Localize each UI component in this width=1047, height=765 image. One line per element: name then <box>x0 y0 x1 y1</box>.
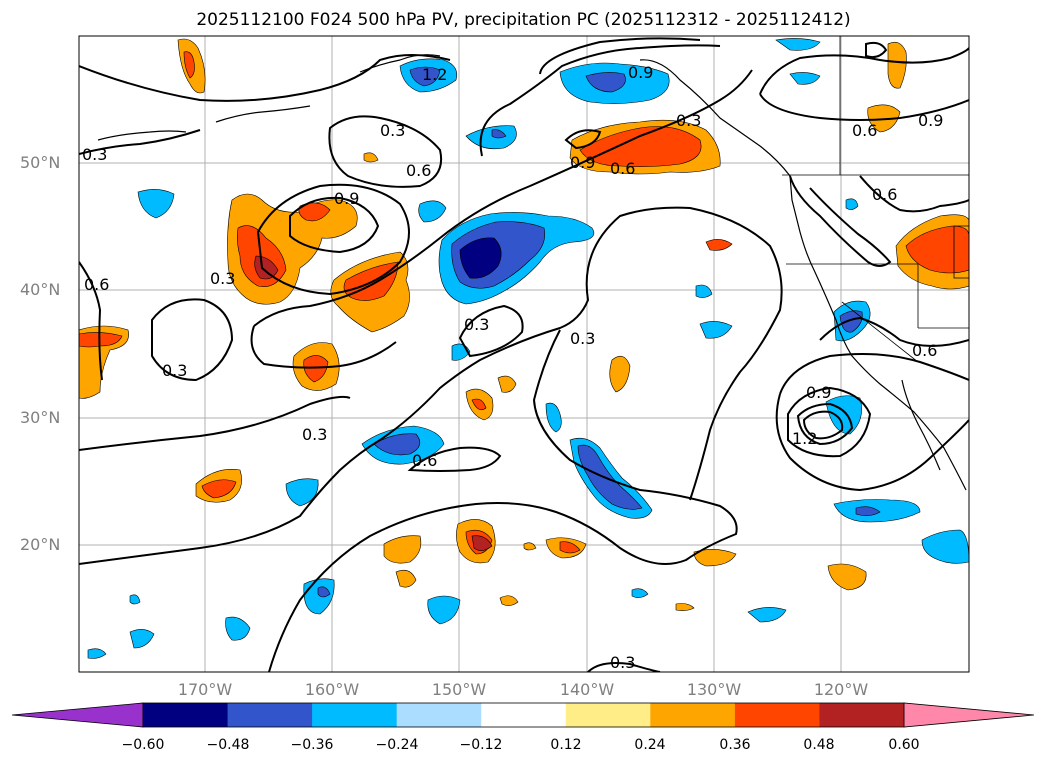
colorbar-cell <box>227 703 313 727</box>
colorbar-cell <box>819 703 905 727</box>
contour-label: 0.6 <box>84 275 109 294</box>
map-title: 2025112100 F024 500 hPa PV, precipitatio… <box>196 10 851 30</box>
contour-label: 0.6 <box>412 451 437 470</box>
contour-label: 0.3 <box>210 269 235 288</box>
colorbar-tick: −0.24 <box>375 737 419 753</box>
contour-label: 0.9 <box>918 111 943 130</box>
contour-label: 0.3 <box>610 653 635 672</box>
contour-label: 0.3 <box>464 315 489 334</box>
contour-label: 0.3 <box>302 425 327 444</box>
map-frame <box>78 35 970 673</box>
colorbar-tick: 0.24 <box>634 737 666 753</box>
lon-label-150w: 150°W <box>431 680 487 699</box>
lat-label-40n: 40°N <box>20 280 61 299</box>
contour-label: 0.6 <box>872 185 897 204</box>
colorbar-cell <box>396 703 482 727</box>
contour-label: 0.6 <box>406 161 431 180</box>
contour-label: 0.6 <box>852 121 877 140</box>
colorbar-tick: 0.60 <box>888 737 920 753</box>
lat-label-20n: 20°N <box>20 535 61 554</box>
colorbar-cell <box>565 703 651 727</box>
contour-label: 0.3 <box>676 111 701 130</box>
contour-label: 1.2 <box>792 429 817 448</box>
pv-contours <box>79 37 969 672</box>
precip-positive <box>79 38 969 611</box>
contour-label: 0.9 <box>628 63 653 82</box>
contour-label: 0.9 <box>806 383 831 402</box>
lon-label-130w: 130°W <box>686 680 742 699</box>
contour-label: 0.6 <box>912 341 937 360</box>
map-area: 0.3 0.3 0.6 0.9 1.2 0.3 0.6 0.3 0.3 0.3 … <box>79 36 969 672</box>
contour-labels: 0.3 0.3 0.6 0.9 1.2 0.3 0.6 0.3 0.3 0.3 … <box>82 63 943 672</box>
colorbar-tick: −0.60 <box>121 737 165 753</box>
contour-label: 1.2 <box>422 65 447 84</box>
contour-label: 0.6 <box>610 159 635 178</box>
precip-negative <box>87 38 969 659</box>
colorbar-tick: 0.48 <box>803 737 835 753</box>
lat-label-50n: 50°N <box>20 153 61 172</box>
lon-label-160w: 160°W <box>304 680 360 699</box>
colorbar-low-arrow <box>11 702 144 728</box>
contour-label: 0.3 <box>380 121 405 140</box>
colorbar <box>11 702 1035 728</box>
lon-label-140w: 140°W <box>559 680 615 699</box>
contour-label: 0.3 <box>82 145 107 164</box>
lon-label-170w: 170°W <box>177 680 233 699</box>
colorbar-cell <box>143 703 229 727</box>
colorbar-high-arrow <box>903 702 1035 728</box>
colorbar-tick: 0.12 <box>550 737 582 753</box>
lat-label-30n: 30°N <box>20 408 61 427</box>
lon-label-120w: 120°W <box>813 680 869 699</box>
colorbar-cell <box>734 703 820 727</box>
colorbar-cell <box>312 703 398 727</box>
colorbar-tick: −0.36 <box>290 737 334 753</box>
contour-label: 0.3 <box>162 361 187 380</box>
colorbar-cell <box>650 703 736 727</box>
contour-label: 0.9 <box>570 153 595 172</box>
colorbar-tick: −0.48 <box>206 737 250 753</box>
contour-label: 0.9 <box>334 189 359 208</box>
contour-label: 0.3 <box>570 329 595 348</box>
borders <box>782 36 969 363</box>
colorbar-tick: −0.12 <box>459 737 503 753</box>
colorbar-cell <box>481 703 567 727</box>
colorbar-tick: 0.36 <box>719 737 751 753</box>
